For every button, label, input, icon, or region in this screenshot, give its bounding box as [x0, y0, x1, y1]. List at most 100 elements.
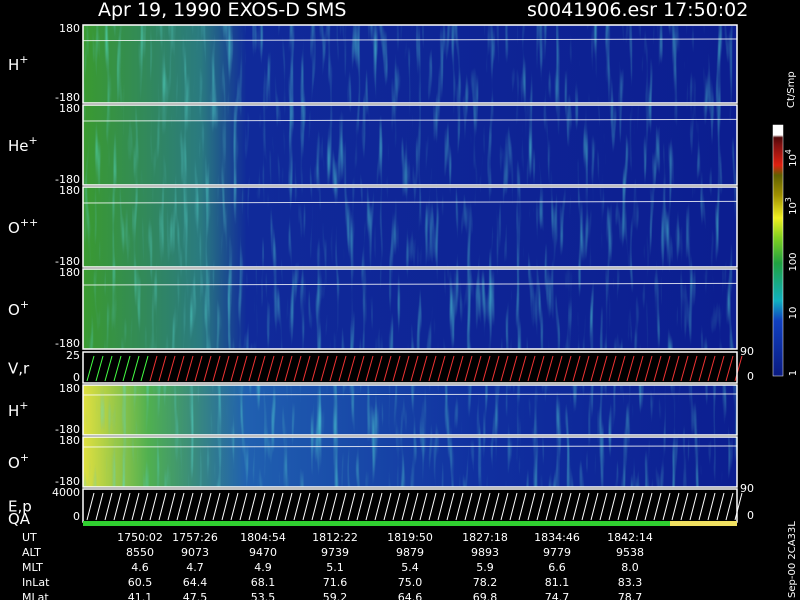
trace — [446, 355, 455, 382]
trace — [707, 492, 716, 521]
cell: 47.5 — [183, 591, 208, 600]
cell: 81.1 — [545, 576, 570, 589]
label-exp: 3 — [784, 197, 793, 202]
qa-bar-end — [670, 521, 737, 526]
cell: 9779 — [543, 546, 571, 559]
trace — [563, 492, 572, 521]
trace — [725, 355, 734, 382]
cell: 4.7 — [186, 561, 204, 574]
trace — [401, 355, 410, 382]
mid-line — [82, 393, 738, 396]
trace — [347, 492, 356, 521]
trace — [698, 492, 707, 521]
trace — [239, 492, 248, 521]
trace — [491, 355, 500, 382]
spectrogram — [83, 25, 737, 103]
row-label: MLT — [22, 561, 43, 574]
trace — [590, 355, 599, 382]
trace — [554, 492, 563, 521]
cell: 5.9 — [476, 561, 494, 574]
trace — [338, 492, 347, 521]
axis-bottom: 0 — [73, 371, 80, 384]
trace — [113, 492, 122, 521]
trace — [167, 355, 176, 382]
cell: 1842:14 — [607, 531, 653, 544]
cell: 53.5 — [251, 591, 276, 600]
trace — [104, 355, 113, 382]
colorbar-label: 103 — [784, 197, 799, 215]
trace — [221, 355, 230, 382]
trace — [464, 492, 473, 521]
trace — [203, 355, 212, 382]
trace — [185, 355, 194, 382]
trace — [140, 355, 149, 382]
label-exp: 4 — [784, 149, 793, 154]
cell: 1819:50 — [387, 531, 433, 544]
qa-label: QA — [8, 510, 31, 528]
trace — [212, 492, 221, 521]
row-label: MLat — [22, 591, 49, 600]
trace — [473, 492, 482, 521]
trace — [518, 492, 527, 521]
trace — [365, 492, 374, 521]
cell: 1834:46 — [534, 531, 580, 544]
trace — [374, 492, 383, 521]
trace — [266, 355, 275, 382]
trace — [86, 355, 95, 382]
trace — [212, 355, 221, 382]
trace — [455, 492, 464, 521]
file-name: s0041906.esr 17:50:02 — [527, 0, 748, 21]
trace — [275, 492, 284, 521]
trace — [257, 355, 266, 382]
cell: 69.8 — [473, 591, 498, 600]
cell: 59.2 — [323, 591, 348, 600]
trace — [122, 355, 131, 382]
cell: 6.6 — [548, 561, 566, 574]
trace — [491, 492, 500, 521]
panel-frame — [82, 436, 738, 488]
trace — [509, 355, 518, 382]
colorbar-label: 104 — [784, 149, 799, 167]
label: He — [8, 137, 29, 155]
trace — [320, 492, 329, 521]
trace — [131, 355, 140, 382]
trace — [284, 355, 293, 382]
colorbar-label: 100 — [788, 252, 799, 271]
trace — [383, 355, 392, 382]
trace — [86, 492, 95, 521]
trace — [149, 492, 158, 521]
trace — [284, 492, 293, 521]
cell: 9879 — [396, 546, 424, 559]
trace — [581, 355, 590, 382]
label-base: 1 — [788, 370, 799, 376]
panel-label: V,r — [8, 360, 30, 378]
trace — [428, 492, 437, 521]
axis-top: 4000 — [52, 486, 80, 499]
label-base: 10 — [788, 307, 799, 320]
trace — [671, 492, 680, 521]
cell: 75.0 — [398, 576, 423, 589]
colorbar — [772, 124, 784, 377]
trace — [518, 355, 527, 382]
label-base: 100 — [788, 252, 799, 271]
label-sup: + — [20, 298, 29, 311]
trace — [383, 492, 392, 521]
colorbar-label: 10 — [788, 307, 799, 320]
trace — [311, 355, 320, 382]
trace — [131, 492, 140, 521]
trace — [482, 355, 491, 382]
trace — [545, 355, 554, 382]
axis-top: 180 — [59, 266, 80, 279]
trace — [680, 355, 689, 382]
trace — [608, 492, 617, 521]
colorbar-label: 1 — [788, 370, 799, 376]
trace — [122, 492, 131, 521]
spectrogram — [83, 105, 737, 185]
panel-label: E,p — [8, 498, 32, 516]
trace — [572, 492, 581, 521]
cell: 1812:22 — [312, 531, 358, 544]
cell: 64.6 — [398, 591, 423, 600]
trace — [428, 355, 437, 382]
trace — [266, 492, 275, 521]
axis-top: 25 — [66, 349, 80, 362]
